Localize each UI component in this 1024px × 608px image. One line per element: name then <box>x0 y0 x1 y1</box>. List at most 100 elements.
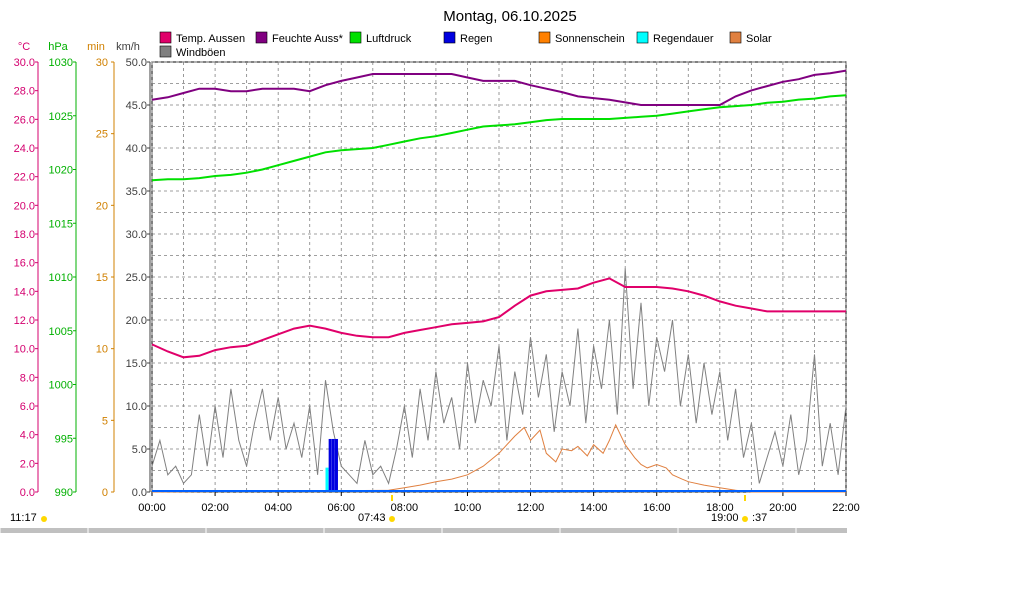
axis-tick-label: 1000 <box>49 380 73 392</box>
axis-tick-label: 30.0 <box>14 57 35 69</box>
bottom-time-label: 19:00 <box>711 512 739 524</box>
axis-tick-label: 25 <box>96 129 108 141</box>
axis-tick-label: 16.0 <box>14 258 35 270</box>
axis-tick-label: 30 <box>96 57 108 69</box>
axis-tick-label: 15 <box>96 272 108 284</box>
legend-label: Feuchte Auss* <box>272 33 344 45</box>
axis-tick-label: 22.0 <box>14 172 35 184</box>
bar-regen <box>328 438 332 492</box>
axis-unit-label: min <box>87 41 105 53</box>
bar-regen <box>331 438 335 492</box>
series-line-solar <box>151 423 846 493</box>
axis-tick-label: 30.0 <box>126 229 147 241</box>
axes-layer: °C 0.0 2.0 4.0 6.0 8.0 10.0 12.0 14.0 16.0 18.0 20.… <box>14 41 860 514</box>
x-tick-label: 00:00 <box>138 502 166 514</box>
sun-icon <box>389 516 395 522</box>
legend-swatch <box>538 31 551 44</box>
grid-layer <box>151 61 847 493</box>
legend-label: Luftdruck <box>366 33 412 45</box>
series-line-windb-en <box>151 268 847 485</box>
legend-layer: Temp. Aussen Feuchte Auss* Luftdruck Regen S… <box>159 31 772 59</box>
legend-swatch <box>159 45 172 58</box>
bottom-time-label: 11:17 <box>10 512 37 524</box>
legend-swatch <box>349 31 362 44</box>
axis-tick-label: 20 <box>96 200 108 212</box>
axis-tick-label: 35.0 <box>126 186 147 198</box>
axis-tick-label: 20.0 <box>14 200 35 212</box>
x-tick-label: 02:00 <box>201 502 229 514</box>
axis-tick-label: 20.0 <box>126 315 147 327</box>
axis-tick-label: 10.0 <box>126 401 147 413</box>
axis-unit-label: °C <box>18 41 30 53</box>
series-line-temp-aussen <box>151 277 846 359</box>
axis-unit-label: hPa <box>48 41 68 53</box>
legend-swatch <box>159 31 172 44</box>
axis-tick-label: 15.0 <box>126 358 147 370</box>
series-line-luftdruck <box>151 94 847 182</box>
axis-tick-label: 25.0 <box>126 272 147 284</box>
sun-marker-icon <box>744 495 746 501</box>
x-tick-label: 12:00 <box>517 502 545 514</box>
legend-swatch <box>443 31 456 44</box>
bottom-time-label: 07:43 <box>358 512 386 524</box>
axis-tick-label: 0.0 <box>20 487 35 499</box>
axis-tick-label: 1025 <box>49 111 73 123</box>
axis-tick-label: 1015 <box>49 218 73 230</box>
chart-title: Montag, 06.10.2025 <box>443 8 576 25</box>
sun-icon <box>41 516 47 522</box>
axis-tick-label: 5.0 <box>132 444 147 456</box>
axis-tick-label: 1020 <box>49 165 73 177</box>
axis-tick-label: 995 <box>55 433 73 445</box>
axis-tick-label: 45.0 <box>126 100 147 112</box>
legend-swatch <box>255 31 268 44</box>
x-tick-label: 04:00 <box>264 502 292 514</box>
sun-marker-icon <box>391 495 393 501</box>
axis-tick-label: 18.0 <box>14 229 35 241</box>
sun-icon <box>742 516 748 522</box>
axis-tick-label: 990 <box>55 487 73 499</box>
axis-tick-label: 8.0 <box>20 372 35 384</box>
status-strip <box>0 528 847 533</box>
bottom-time-label: :37 <box>752 512 767 524</box>
x-tick-label: 06:00 <box>328 502 356 514</box>
legend-label: Sonnenschein <box>555 33 625 45</box>
bar-regendauer <box>325 467 329 492</box>
legend-swatch <box>729 31 742 44</box>
x-tick-label: 14:00 <box>580 502 608 514</box>
x-tick-label: 10:00 <box>454 502 482 514</box>
series-layer <box>151 69 847 493</box>
axis-tick-label: 0.0 <box>132 487 147 499</box>
bar-regen <box>334 438 338 492</box>
axis-tick-label: 50.0 <box>126 57 147 69</box>
legend-label: Solar <box>746 33 772 45</box>
series-line-feuchte-auss- <box>151 69 847 106</box>
axis-tick-label: 1005 <box>49 326 73 338</box>
legend-label: Temp. Aussen <box>176 33 245 45</box>
x-tick-label: 08:00 <box>391 502 419 514</box>
x-tick-label: 18:00 <box>706 502 734 514</box>
axis-tick-label: 10.0 <box>14 344 35 356</box>
legend-swatch <box>636 31 649 44</box>
axis-tick-label: 28.0 <box>14 86 35 98</box>
axis-tick-label: 10 <box>96 344 108 356</box>
axis-tick-label: 1010 <box>49 272 73 284</box>
x-tick-label: 22:00 <box>832 502 860 514</box>
axis-tick-label: 4.0 <box>20 430 35 442</box>
legend-label: Regen <box>460 33 492 45</box>
axis-tick-label: 26.0 <box>14 114 35 126</box>
axis-tick-label: 14.0 <box>14 286 35 298</box>
axis-tick-label: 5 <box>102 415 108 427</box>
axis-unit-label: km/h <box>116 41 140 53</box>
axis-tick-label: 1030 <box>49 57 73 69</box>
axis-tick-label: 24.0 <box>14 143 35 155</box>
axis-tick-label: 2.0 <box>20 458 35 470</box>
x-tick-label: 16:00 <box>643 502 671 514</box>
axis-tick-label: 0 <box>102 487 108 499</box>
axis-tick-label: 12.0 <box>14 315 35 327</box>
axis-tick-label: 6.0 <box>20 401 35 413</box>
x-tick-label: 20:00 <box>769 502 797 514</box>
legend-label: Windböen <box>176 47 226 59</box>
bottom-info-bar: 11:17 07:43 19:00 :37 <box>0 495 847 533</box>
legend-label: Regendauer <box>653 33 714 45</box>
